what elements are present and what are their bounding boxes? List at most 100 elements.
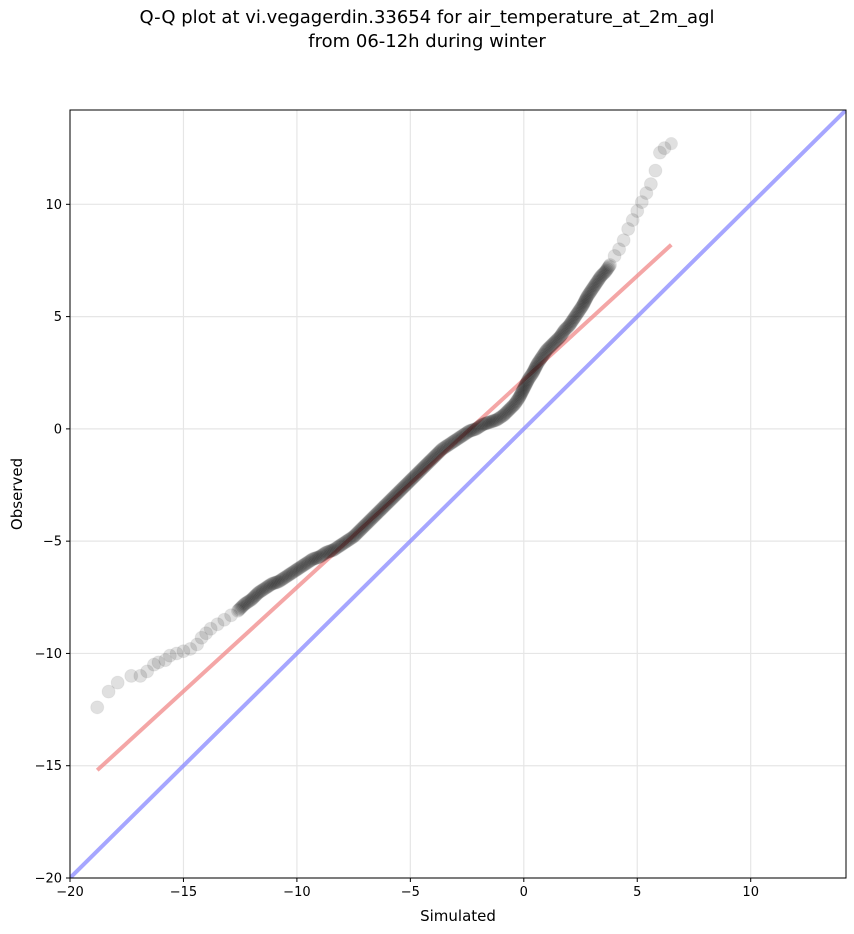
quantile-point [460, 425, 475, 440]
quantile-point [290, 562, 305, 576]
quantile-point [601, 260, 616, 275]
quantile-point [367, 509, 382, 524]
quantile-point [342, 532, 357, 547]
quantile-point [235, 599, 250, 614]
quantile-point [612, 242, 627, 257]
quantile-point [281, 568, 296, 583]
quantile-point [190, 637, 205, 652]
quantile-point [298, 556, 313, 571]
quantile-point [259, 580, 274, 595]
quantile-point [497, 407, 512, 422]
quantile-point [546, 336, 561, 351]
quantile-point [151, 655, 166, 670]
y-tick-label: 0 [54, 422, 62, 437]
quantile-point [424, 452, 439, 467]
quantile-point [402, 474, 417, 489]
quantile-point [526, 364, 541, 379]
quantile-point [421, 455, 436, 470]
quantile-point [556, 324, 571, 339]
quantile-point [327, 542, 342, 557]
quantile-point [356, 519, 371, 534]
quantile-point [410, 466, 425, 481]
quantile-point [312, 549, 327, 564]
quantile-point [386, 490, 401, 505]
quantile-point [467, 422, 482, 437]
quantile-point [364, 511, 379, 526]
plot-area [70, 110, 846, 878]
quantile-point [600, 261, 615, 276]
quantile-point [288, 563, 303, 578]
quantile-point [509, 394, 524, 409]
quantile-point [545, 337, 560, 352]
quantile-point [339, 534, 354, 549]
quantile-point [451, 431, 466, 446]
quantile-point [485, 414, 500, 429]
quantile-point [429, 447, 444, 462]
quantile-point [284, 566, 298, 581]
chart-title: Q-Q plot at vi.vegagerdin.33654 for air_… [139, 7, 715, 28]
y-tick-label: 5 [54, 310, 62, 325]
quantile-point [326, 543, 341, 558]
quantile-point [569, 307, 584, 322]
quantile-point [354, 521, 369, 536]
quantile-point [315, 548, 330, 563]
quantile-point [369, 507, 384, 522]
quantile-point [269, 575, 284, 590]
quantile-point [589, 275, 604, 290]
quantile-point [551, 330, 566, 345]
quantile-point [293, 560, 308, 575]
quantile-point [245, 591, 260, 606]
quantile-point [415, 461, 430, 476]
quantile-point [380, 495, 395, 510]
quantile-point [525, 365, 540, 380]
quantile-point [443, 436, 458, 451]
quantile-point [432, 444, 447, 459]
quantile-point [512, 389, 527, 404]
quantile-point [346, 529, 361, 544]
quantile-point [240, 595, 255, 610]
quantile-point [490, 412, 505, 426]
quantile-point [433, 443, 448, 458]
quantile-point [510, 393, 525, 408]
quantile-point [146, 657, 161, 672]
quantile-point [455, 428, 470, 443]
quantile-point [258, 581, 273, 596]
quantile-point [597, 265, 612, 280]
quantile-point [347, 528, 362, 543]
quantile-point [657, 141, 672, 156]
quantile-point [351, 525, 366, 540]
quantile-point [562, 318, 577, 333]
quantile-point [565, 313, 580, 328]
quantile-point [584, 282, 599, 297]
quantile-point [514, 386, 529, 401]
quantile-point [305, 552, 320, 567]
quantile-point [247, 589, 262, 604]
quantile-point [101, 684, 116, 699]
quantile-point [463, 423, 478, 438]
quantile-point [573, 301, 588, 316]
quantile-point [441, 437, 456, 452]
quantile-point [458, 426, 473, 441]
quantile-point [124, 668, 139, 683]
quantile-point [537, 345, 552, 360]
quantile-point [547, 335, 562, 350]
quantile-point [286, 564, 301, 579]
quantile-point [343, 531, 358, 546]
quantile-point [557, 323, 572, 338]
quantile-point [506, 398, 521, 413]
quantile-point [409, 467, 424, 482]
quantile-point [567, 310, 582, 325]
quantile-point [359, 517, 374, 532]
quantile-point [319, 545, 334, 560]
quantile-point [533, 352, 548, 367]
quantile-point [550, 332, 565, 347]
quantile-point [431, 445, 446, 460]
quantile-point [488, 413, 503, 428]
quantile-point [574, 299, 589, 314]
quantile-point [309, 550, 324, 565]
quantile-point [244, 592, 259, 607]
quantile-point [371, 504, 386, 519]
quantile-point [513, 387, 528, 402]
quantile-point [323, 544, 338, 559]
